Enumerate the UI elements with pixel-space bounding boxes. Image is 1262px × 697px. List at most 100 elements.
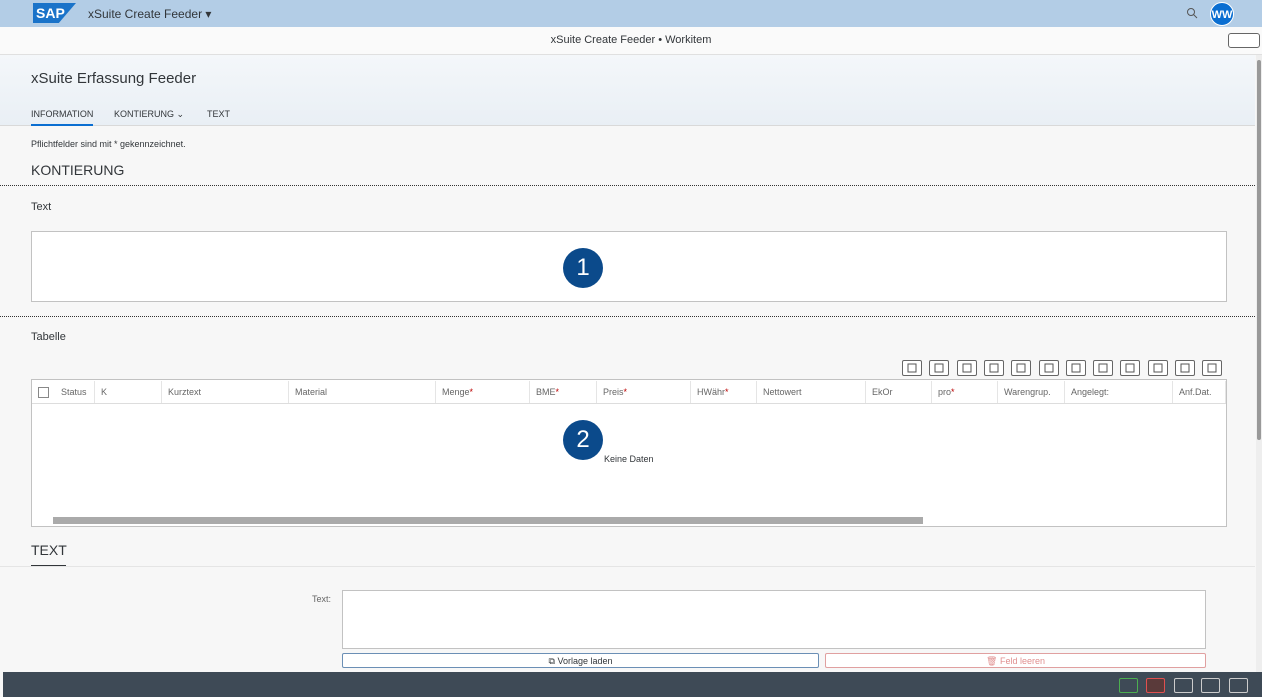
upload-button[interactable] (1201, 678, 1220, 693)
toolbar-button[interactable] (1202, 360, 1223, 376)
field-label: Text (31, 201, 52, 213)
column-label[interactable]: Anf.Dat. (1179, 387, 1212, 397)
column-label[interactable]: Material (295, 387, 328, 397)
load-template-button[interactable]: ⧉ Vorlage laden (342, 653, 819, 668)
toolbar-button[interactable] (1120, 360, 1141, 376)
avatar[interactable]: WW (1210, 2, 1234, 26)
copy-button[interactable] (1229, 678, 1248, 693)
subheader: xSuite Create Feeder • Workitem (0, 27, 1262, 55)
hint: Pflichtfelder sind mit * gekennzeichnet. (31, 139, 186, 149)
column-label[interactable]: BME (536, 387, 556, 397)
object-header (0, 55, 1255, 126)
button-text[interactable]: Vorlage laden (557, 656, 613, 666)
icon (989, 363, 999, 373)
icon (934, 363, 944, 373)
column-header[interactable]: EkOr (866, 381, 932, 403)
column-label[interactable]: HWähr (697, 387, 726, 397)
icon (1098, 363, 1108, 373)
toolbar-button[interactable] (929, 360, 950, 376)
menu-button[interactable] (1228, 33, 1260, 48)
column-label[interactable]: Warengrup. (1004, 387, 1051, 397)
column-header[interactable]: Menge* (436, 381, 530, 403)
column-label[interactable]: Kurztext (168, 387, 202, 397)
tab-underline (31, 124, 93, 126)
v-scrollbar[interactable] (1257, 60, 1261, 440)
toolbar-button[interactable] (956, 360, 977, 376)
clear-field-button[interactable]: 🗑 Feld leeren (825, 653, 1206, 668)
icon (1044, 363, 1053, 373)
h-scrollbar[interactable] (53, 517, 923, 524)
icon (1153, 363, 1163, 373)
footer-button[interactable] (1174, 678, 1193, 693)
column-label[interactable]: Menge (442, 387, 470, 397)
text-area[interactable] (31, 231, 1227, 302)
column-header[interactable]: Warengrup. (998, 381, 1065, 403)
section-title: TEXT (31, 542, 67, 558)
column-header[interactable]: Nettowert (757, 381, 866, 403)
separator (0, 316, 1255, 317)
column-header[interactable]: HWähr* (691, 381, 757, 403)
column-label[interactable]: Angelegt: (1071, 387, 1110, 397)
toolbar-button[interactable] (983, 360, 1004, 376)
icon (1180, 363, 1190, 373)
toolbar-button[interactable] (902, 360, 922, 376)
icon (1071, 363, 1081, 373)
select-all-checkbox[interactable] (38, 387, 49, 398)
icon (962, 363, 972, 373)
toolbar-button[interactable] (1175, 360, 1195, 376)
column-header[interactable]: Angelegt: (1065, 381, 1173, 403)
text-area[interactable] (342, 590, 1206, 649)
column-label[interactable]: Status (61, 387, 87, 397)
column-header[interactable]: Preis* (597, 381, 691, 403)
shell-bar (0, 0, 1262, 27)
column-label[interactable]: Nettowert (763, 387, 802, 397)
header-border (32, 403, 1226, 404)
required-mark: * (725, 387, 729, 397)
icon (1016, 363, 1026, 373)
footer-bar (3, 672, 1262, 697)
tab[interactable]: KONTIERUNG ⌄ (114, 109, 185, 119)
column-label[interactable]: K (101, 387, 108, 397)
toolbar-button[interactable] (1011, 360, 1032, 376)
toolbar-button[interactable] (1147, 360, 1168, 376)
column-header[interactable]: K (95, 381, 162, 403)
column-header[interactable]: Anf.Dat. (1173, 381, 1226, 403)
tab[interactable]: INFORMATION (31, 109, 94, 119)
column-header[interactable]: Status (55, 381, 95, 403)
column-label[interactable]: pro (938, 387, 952, 397)
delete-button[interactable] (1146, 678, 1165, 693)
toolbar-button[interactable] (1093, 360, 1114, 376)
section-title: KONTIERUNG (31, 162, 125, 178)
empty-text: Keine Daten (604, 454, 654, 464)
tab-text[interactable]: KONTIERUNG (114, 109, 175, 119)
column-header[interactable]: BME* (530, 381, 597, 403)
search-icon[interactable] (1186, 7, 1198, 19)
column-header[interactable]: pro* (932, 381, 998, 403)
column-label[interactable]: EkOr (872, 387, 893, 397)
caret: ▾ (205, 7, 212, 21)
field-label: Text: (312, 594, 332, 604)
tab[interactable]: TEXT (207, 109, 231, 119)
page-title: xSuite Erfassung Feeder (31, 70, 197, 87)
icon (907, 363, 917, 373)
column-label[interactable]: Preis (603, 387, 624, 397)
column-header[interactable]: Kurztext (162, 381, 289, 403)
button-text[interactable]: Feld leeren (999, 656, 1045, 666)
app-title[interactable]: xSuite Create Feeder ▾ (88, 7, 211, 21)
icon (1125, 363, 1135, 373)
required-mark: * (623, 387, 628, 397)
separator (0, 566, 1255, 567)
separator (0, 185, 1255, 186)
required-mark: * (951, 387, 955, 397)
toolbar-button[interactable] (1065, 360, 1086, 376)
app-title-text[interactable]: xSuite Create Feeder (88, 7, 203, 21)
callout-badge: 2 (563, 420, 603, 460)
save-button[interactable] (1119, 678, 1138, 693)
column-header[interactable]: Material (289, 381, 436, 403)
table-label: Tabelle (31, 331, 66, 343)
callout-badge: 1 (563, 248, 603, 288)
toolbar-button[interactable] (1038, 360, 1059, 376)
required-mark: * (469, 387, 474, 397)
icon (1207, 363, 1217, 373)
